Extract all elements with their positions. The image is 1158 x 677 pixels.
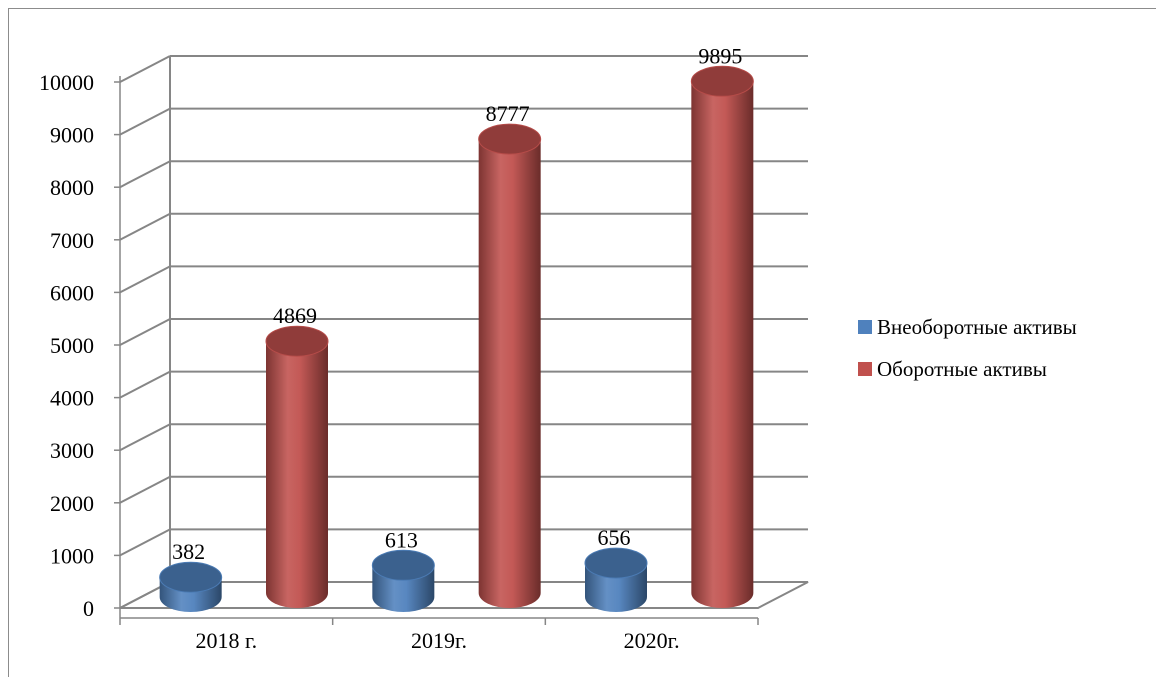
y-tick-label: 6000 [50,280,94,305]
bar-vneoborotnye-1 [371,549,435,613]
bar-oborotnye-0 [265,325,329,608]
legend-item-series-1: Внеоборотные активы [858,313,1077,341]
x-tick-label: 2019г. [411,628,467,653]
y-tick-label: 5000 [50,333,94,358]
data-label: 382 [172,539,205,564]
y-tick-label: 8000 [50,175,94,200]
bar-top [478,123,542,155]
bar-top [371,549,435,581]
gridline-side [119,265,171,294]
bar-top [690,65,754,97]
y-tick-label: 3000 [50,438,94,463]
gridline-side [119,475,171,504]
legend-label-series-2: Оборотные активы [877,356,1047,381]
gridline-side [119,212,171,241]
data-label: 656 [598,525,631,550]
bar-vneoborotnye-0 [159,561,223,613]
bar-top [584,547,648,579]
y-tick-label: 7000 [50,228,94,253]
legend-swatch-series-1 [858,320,872,334]
y-tick-label: 10000 [39,70,94,95]
chart-frame [8,8,1156,677]
y-tick-label: 0 [83,596,94,621]
bar-vneoborotnye-2 [584,547,648,612]
gridline-side [119,528,171,557]
x-tick-label: 2020г. [624,628,680,653]
legend-swatch-series-2 [858,362,872,376]
legend-item-series-2: Оборотные активы [858,355,1077,383]
data-label: 9895 [698,43,742,68]
gridline-side [119,370,171,399]
bar-top [159,561,223,593]
bar-oborotnye-1 [478,123,542,608]
legend-label-series-1: Внеоборотные активы [877,314,1077,339]
gridline-side [119,160,171,189]
gridline-side [119,107,171,136]
data-label: 4869 [273,303,317,328]
legend: Внеоборотные активы Оборотные активы [858,313,1077,397]
bars: 382 4869 613 8777 656 9895 [159,43,754,613]
gridline-side [119,318,171,346]
y-tick-label: 1000 [50,543,94,568]
bar-body [478,139,541,608]
floor [119,581,809,609]
bar-top [265,325,329,357]
y-tick-label: 9000 [50,123,94,148]
bar-oborotnye-2 [690,65,754,609]
bar-body [266,341,328,608]
y-tick-label: 2000 [50,491,94,516]
data-label: 8777 [486,101,530,126]
data-label: 613 [385,527,418,552]
gridline-side [119,423,171,452]
bar-body [691,81,754,609]
gridline-side [119,55,171,83]
x-tick-label: 2018 г. [196,628,258,653]
y-tick-label: 4000 [50,386,94,411]
